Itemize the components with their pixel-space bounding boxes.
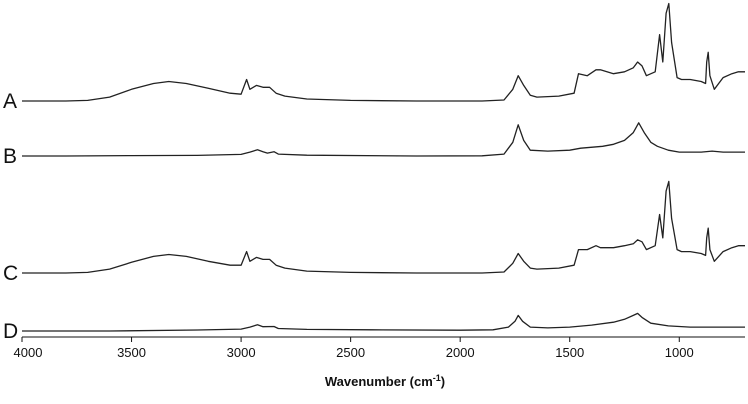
x-tick-label-3000: 3000 [227, 345, 256, 360]
spectra-traces [22, 2, 745, 332]
x-tick-label-1000: 1000 [665, 345, 694, 360]
x-tick-label-2000: 2000 [446, 345, 475, 360]
spectrum-line-d [22, 312, 745, 332]
series-label-b: B [3, 145, 17, 168]
series-label-a: A [3, 90, 17, 113]
x-tick-label-3500: 3500 [117, 345, 146, 360]
x-tick-label-1500: 1500 [555, 345, 584, 360]
series-label-c: C [3, 262, 18, 285]
spectrum-line-c [22, 180, 745, 274]
spectrum-line-b [22, 122, 745, 157]
x-axis-ticks: 4000 3500 3000 2500 2000 1500 1000 [14, 337, 694, 360]
series-label-d: D [3, 320, 18, 343]
x-axis-label-main: Wavenumber (cm [325, 374, 433, 389]
x-axis-label-superscript: -1 [433, 373, 441, 383]
series-labels: A B C D [3, 90, 18, 343]
x-axis-label-close: ) [441, 374, 445, 389]
x-tick-label-2500: 2500 [336, 345, 365, 360]
x-tick-label-4000: 4000 [14, 345, 43, 360]
spectrum-line-a [22, 2, 745, 102]
x-axis-label: Wavenumber (cm-1) [325, 373, 445, 389]
